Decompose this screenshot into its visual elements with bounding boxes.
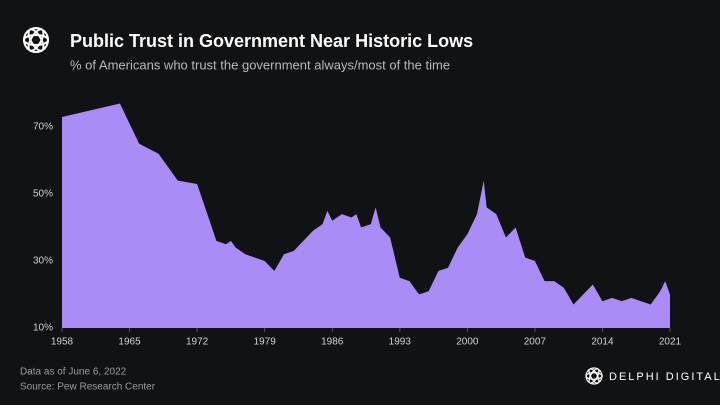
source: Source: Pew Research Center — [20, 382, 156, 393]
y-tick-label: 30% — [33, 256, 53, 267]
brand: DELPHI DIGITAL — [609, 371, 720, 383]
x-tick-label: 1958 — [51, 337, 74, 348]
note: Data as of June 6, 2022 — [20, 367, 127, 378]
chart-title: Public Trust in Government Near Historic… — [70, 31, 473, 51]
y-tick-label: 50% — [33, 189, 53, 200]
x-tick-label: 2007 — [524, 337, 547, 348]
x-tick-label: 1993 — [389, 337, 412, 348]
brand-logo — [585, 367, 603, 385]
y-tick-label: 10% — [33, 323, 53, 334]
x-tick-label: 1979 — [254, 337, 277, 348]
x-tick-label: 1972 — [186, 337, 209, 348]
x-tick-label: 2000 — [456, 337, 479, 348]
logo — [23, 27, 49, 53]
x-tick-label: 1986 — [321, 337, 344, 348]
area — [62, 103, 670, 328]
x-tick-label: 2014 — [591, 337, 614, 348]
chart-subtitle: % of Americans who trust the government … — [70, 57, 450, 72]
x-tick-label: 1965 — [118, 337, 141, 348]
x-tick-label: 2021 — [659, 337, 682, 348]
y-tick-label: 70% — [33, 122, 53, 133]
